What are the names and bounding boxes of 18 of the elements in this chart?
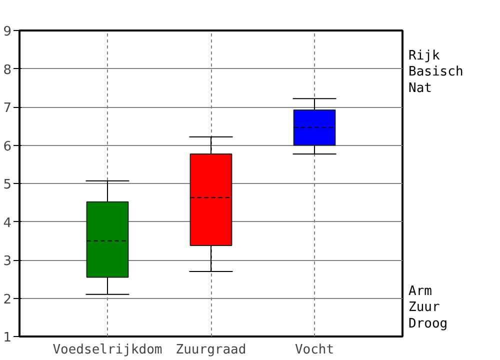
y-tick-label: 1 xyxy=(3,330,12,346)
text: Basisch xyxy=(408,64,464,80)
x-tick-label: Vocht xyxy=(294,342,334,358)
y-tick-label: 5 xyxy=(3,178,12,192)
y-tick-label: 6 xyxy=(3,139,12,154)
y-tick-label: 4 xyxy=(3,216,12,231)
y-tick-label: 2 xyxy=(3,292,12,308)
y-tick-label: 3 xyxy=(3,254,12,269)
y-tick-label: 8 xyxy=(3,62,12,78)
text: Rijk xyxy=(408,48,440,64)
text: Zuur xyxy=(408,300,440,316)
text: Droog xyxy=(408,316,448,332)
x-tick-label: Zuurgraad xyxy=(176,342,246,358)
x-tick-label: Voedselrijkdom xyxy=(52,342,162,358)
text: Nat xyxy=(408,80,432,96)
y-tick-label: 7 xyxy=(3,101,12,116)
text: Arm xyxy=(408,284,432,299)
y-tick-label: 9 xyxy=(3,24,12,40)
